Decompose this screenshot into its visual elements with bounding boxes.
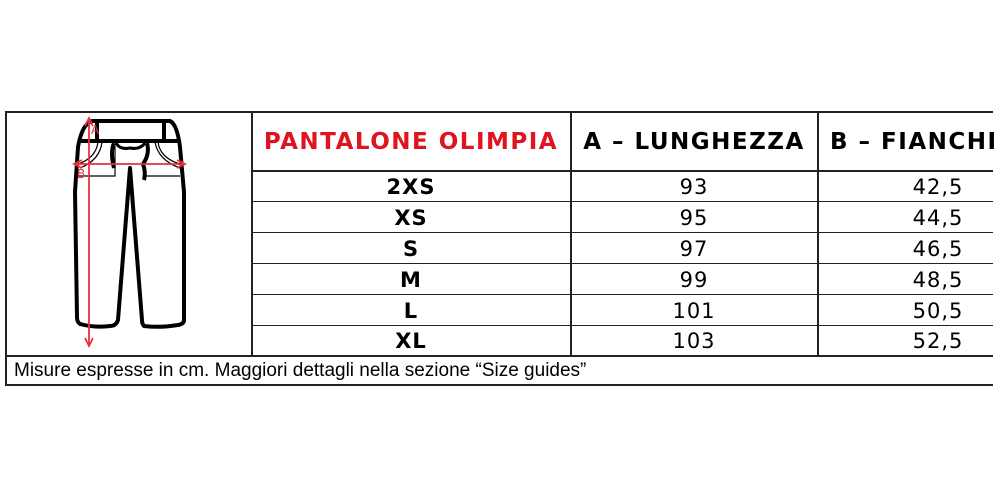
column-header-length: A – LUNGHEZZA <box>583 128 805 155</box>
size-cell: M <box>400 267 422 292</box>
footer-divider <box>5 355 993 357</box>
size-cell: 2XS <box>386 174 436 199</box>
label-b: B <box>77 167 85 181</box>
row-divider <box>251 325 993 326</box>
col-divider-2 <box>817 111 819 356</box>
hips-cell: 42,5 <box>912 174 964 199</box>
hips-cell: 48,5 <box>912 267 964 292</box>
table-border-top <box>5 111 993 113</box>
length-cell: 103 <box>672 329 716 353</box>
row-divider <box>251 294 993 295</box>
hips-cell: 50,5 <box>912 298 964 323</box>
table-border-left <box>5 111 7 386</box>
row-divider <box>251 263 993 264</box>
column-header-hips: B – FIANCHI <box>830 128 998 155</box>
product-title: PANTALONE OLIMPIA <box>263 128 559 155</box>
pants-icon: A B <box>71 115 188 349</box>
col-divider-1 <box>570 111 572 356</box>
length-cell: 95 <box>679 205 709 230</box>
row-divider <box>251 170 993 172</box>
hips-cell: 52,5 <box>912 329 964 353</box>
length-cell: 99 <box>679 267 709 292</box>
size-cell: L <box>403 298 419 323</box>
length-cell: 93 <box>679 174 709 199</box>
hips-cell: 44,5 <box>912 205 964 230</box>
table-border-bottom <box>5 384 993 386</box>
row-divider <box>251 232 993 233</box>
image-col-divider <box>251 111 253 356</box>
footnote: Misure espresse in cm. Maggiori dettagli… <box>14 360 587 381</box>
label-a: A <box>91 123 100 137</box>
length-cell: 97 <box>679 236 709 261</box>
length-cell: 101 <box>672 298 716 323</box>
size-cell: XL <box>395 329 427 353</box>
hips-cell: 46,5 <box>912 236 964 261</box>
row-divider <box>251 201 993 202</box>
size-cell: S <box>402 236 420 261</box>
size-cell: XS <box>394 205 428 230</box>
